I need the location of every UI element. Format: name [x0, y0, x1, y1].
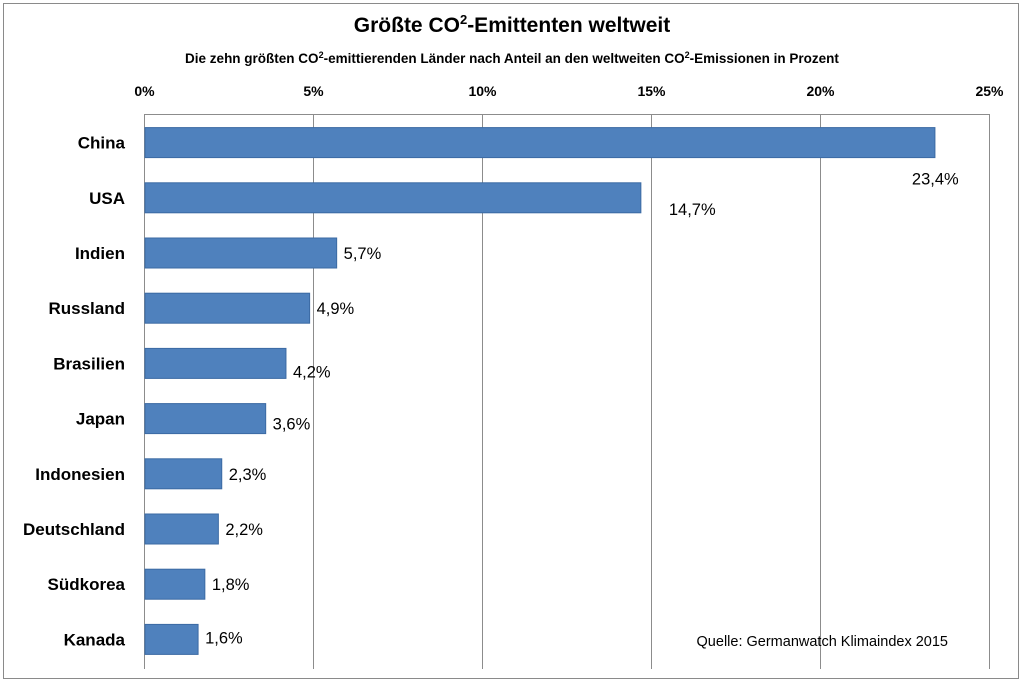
- chart-subtitle-part2: -emittierenden Länder nach Anteil an den…: [324, 51, 685, 66]
- x-tick-label: 25%: [975, 83, 1004, 99]
- data-label: 1,8%: [212, 576, 250, 594]
- category-label: USA: [89, 189, 125, 208]
- data-label: 4,9%: [317, 300, 355, 318]
- chart-subtitle-part1: Die zehn größten CO: [185, 51, 319, 66]
- category-label: Südkorea: [48, 575, 126, 594]
- bar: [144, 403, 267, 435]
- x-tick-label: 5%: [303, 83, 324, 99]
- bar: [144, 458, 223, 490]
- bars: [144, 127, 936, 655]
- chart-subtitle-sup1: 2: [319, 50, 324, 60]
- bar: [144, 127, 936, 159]
- chart-title: Größte CO2-Emittenten weltweit: [354, 12, 670, 37]
- chart-title-superscript: 2: [460, 12, 467, 27]
- bar: [144, 182, 642, 214]
- data-label: 2,2%: [225, 521, 263, 539]
- data-label: 1,6%: [205, 629, 243, 647]
- x-tick-label: 10%: [468, 83, 497, 99]
- chart-frame: Größte CO2-Emittenten weltweit Die zehn …: [3, 3, 1019, 679]
- chart-subtitle-part3: -Emissionen in Prozent: [690, 51, 840, 66]
- source-note: Quelle: Germanwatch Klimaindex 2015: [697, 634, 948, 650]
- chart-subtitle-sup2: 2: [685, 50, 690, 60]
- gridlines: [144, 114, 990, 669]
- data-label: 14,7%: [669, 201, 716, 219]
- chart-title-main: Größte CO: [354, 14, 460, 37]
- category-label: Brasilien: [53, 354, 125, 373]
- category-label: Kanada: [64, 630, 126, 649]
- category-label: Japan: [76, 410, 125, 429]
- data-label: 4,2%: [293, 363, 331, 381]
- bar: [144, 237, 338, 269]
- x-tick-label: 0%: [134, 83, 155, 99]
- category-label: Deutschland: [23, 520, 125, 539]
- data-label: 23,4%: [912, 171, 959, 189]
- category-label: Indonesien: [35, 465, 125, 484]
- x-tick-label: 15%: [637, 83, 666, 99]
- data-labels: 23,4% 14,7% 5,7% 4,9% 4,2% 3,6% 2,3% 2,2% 1,8% 1,…: [205, 171, 959, 648]
- data-label: 3,6%: [273, 416, 311, 434]
- x-axis-ticks: 0% 5% 10% 15% 20% 25%: [134, 83, 1004, 99]
- category-label: Indien: [75, 244, 125, 263]
- chart-title-suffix: -Emittenten weltweit: [467, 14, 670, 37]
- bar: [144, 513, 219, 545]
- bar: [144, 292, 311, 324]
- x-tick-label: 20%: [806, 83, 835, 99]
- data-label: 2,3%: [229, 466, 267, 484]
- chart-subtitle: Die zehn größten CO2-emittierenden Lände…: [185, 50, 839, 66]
- data-label: 5,7%: [344, 245, 382, 263]
- bar: [144, 623, 199, 655]
- category-label: China: [78, 134, 126, 153]
- category-label: Russland: [48, 299, 125, 318]
- bar-chart: Größte CO2-Emittenten weltweit Die zehn …: [23, 12, 1004, 669]
- bar: [144, 568, 206, 600]
- bar: [144, 347, 287, 379]
- category-labels: China USA Indien Russland Brasilien Japan Indo…: [23, 134, 126, 650]
